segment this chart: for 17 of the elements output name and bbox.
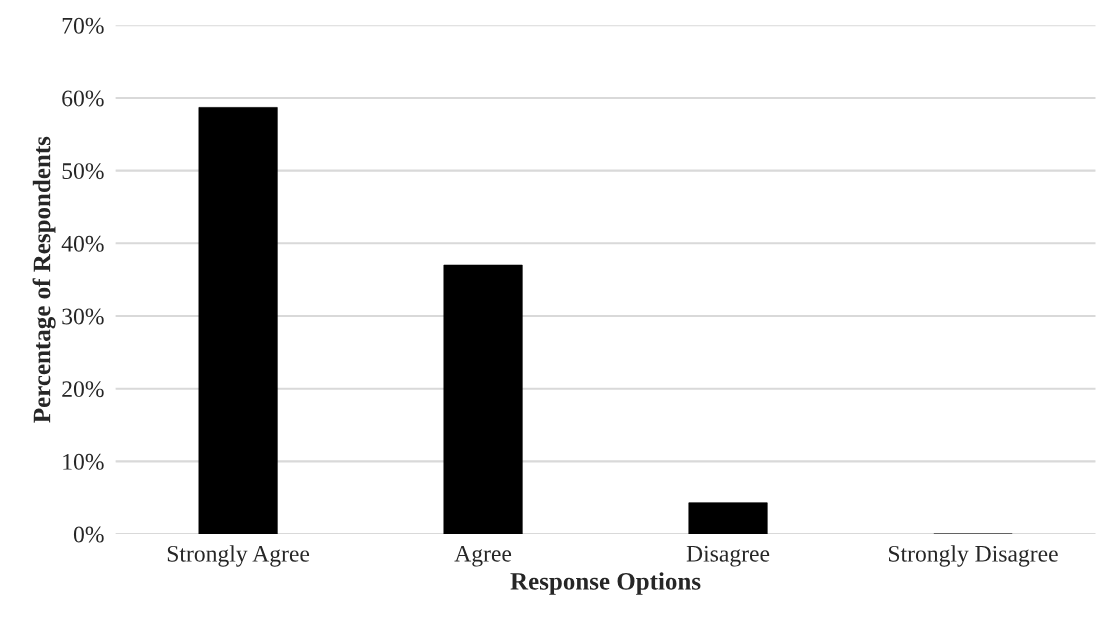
y-tick-label: 30% [62, 308, 104, 325]
y-tick-label: 70% [62, 17, 104, 34]
y-tick-label: 0% [73, 526, 104, 543]
x-tick-label: Strongly Disagree [889, 545, 1058, 567]
y-tick-label: 40% [61, 235, 104, 252]
y-axis-title: Percentage of Respondents [32, 136, 56, 423]
bar [688, 502, 768, 535]
bar [198, 107, 278, 535]
x-tick-label: Strongly Agree [167, 545, 310, 567]
x-axis-title: Response Options [510, 572, 701, 595]
x-tick-label: Disagree [686, 545, 770, 567]
bar [443, 264, 523, 535]
y-tick-label: 20% [62, 381, 104, 398]
y-tick-label: 50% [62, 163, 104, 180]
y-tick-label: 60% [62, 90, 104, 107]
x-tick-label: Agree [454, 545, 512, 567]
y-tick-label: 10% [63, 453, 104, 470]
